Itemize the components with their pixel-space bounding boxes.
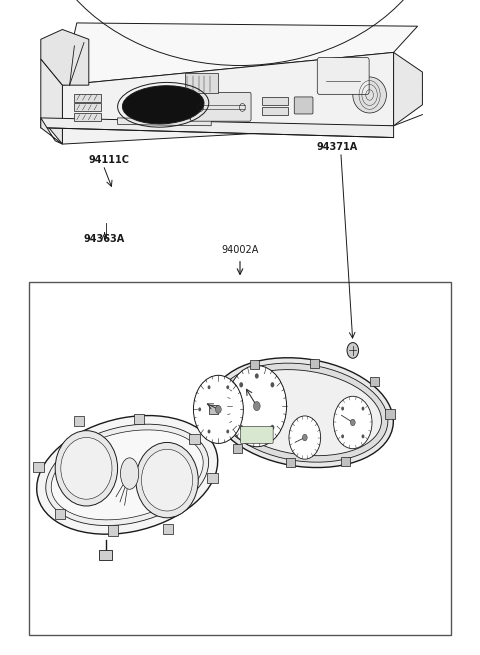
- Circle shape: [302, 434, 307, 441]
- Bar: [250, 360, 259, 369]
- Ellipse shape: [212, 358, 393, 468]
- Ellipse shape: [120, 458, 139, 489]
- Circle shape: [227, 385, 229, 389]
- Circle shape: [207, 385, 211, 389]
- Polygon shape: [41, 59, 62, 144]
- Ellipse shape: [223, 369, 382, 456]
- Bar: [163, 524, 173, 534]
- Circle shape: [289, 416, 321, 459]
- Ellipse shape: [142, 449, 192, 511]
- Bar: [33, 462, 44, 472]
- Circle shape: [361, 407, 364, 411]
- FancyBboxPatch shape: [74, 113, 101, 121]
- FancyBboxPatch shape: [74, 103, 101, 111]
- Text: 94111C: 94111C: [89, 155, 130, 166]
- Bar: [370, 377, 379, 386]
- FancyBboxPatch shape: [74, 94, 101, 102]
- Circle shape: [271, 425, 275, 430]
- Bar: [310, 359, 319, 368]
- Ellipse shape: [55, 431, 118, 506]
- Ellipse shape: [46, 424, 209, 525]
- Circle shape: [255, 373, 259, 379]
- FancyBboxPatch shape: [294, 97, 313, 114]
- Circle shape: [253, 402, 260, 411]
- Circle shape: [347, 343, 359, 358]
- Bar: [29, 282, 451, 635]
- Circle shape: [193, 375, 243, 443]
- Ellipse shape: [51, 430, 203, 520]
- Polygon shape: [41, 118, 394, 138]
- Bar: [207, 473, 218, 483]
- FancyBboxPatch shape: [262, 107, 288, 115]
- Bar: [55, 509, 65, 519]
- Bar: [99, 550, 112, 560]
- Circle shape: [207, 430, 211, 434]
- Bar: [74, 416, 84, 426]
- FancyBboxPatch shape: [317, 58, 369, 94]
- Polygon shape: [62, 23, 418, 85]
- Circle shape: [255, 434, 259, 439]
- Bar: [286, 458, 295, 467]
- Ellipse shape: [136, 443, 198, 517]
- Text: 94002A: 94002A: [221, 245, 259, 255]
- Circle shape: [227, 365, 287, 447]
- Ellipse shape: [61, 438, 112, 499]
- Circle shape: [341, 434, 344, 438]
- Bar: [385, 409, 395, 419]
- Polygon shape: [62, 52, 394, 144]
- Bar: [108, 525, 118, 536]
- Polygon shape: [41, 29, 89, 85]
- Circle shape: [341, 407, 344, 411]
- FancyBboxPatch shape: [240, 426, 273, 443]
- Circle shape: [361, 434, 364, 438]
- Circle shape: [239, 382, 243, 387]
- Bar: [209, 405, 218, 414]
- Text: 94371A: 94371A: [317, 142, 358, 153]
- Polygon shape: [41, 118, 62, 144]
- Ellipse shape: [353, 77, 386, 113]
- Polygon shape: [118, 118, 211, 126]
- Circle shape: [350, 419, 355, 426]
- Circle shape: [239, 425, 243, 430]
- Bar: [189, 434, 200, 444]
- Circle shape: [227, 430, 229, 434]
- Ellipse shape: [217, 363, 388, 462]
- Ellipse shape: [36, 415, 218, 534]
- FancyBboxPatch shape: [185, 73, 218, 93]
- Bar: [134, 414, 144, 424]
- Text: 94363A: 94363A: [84, 234, 125, 244]
- Circle shape: [271, 382, 275, 387]
- FancyBboxPatch shape: [191, 92, 251, 121]
- Circle shape: [334, 396, 372, 449]
- Polygon shape: [394, 52, 422, 126]
- Bar: [233, 444, 242, 453]
- Bar: [341, 457, 350, 466]
- FancyBboxPatch shape: [262, 97, 288, 105]
- Circle shape: [198, 407, 201, 411]
- Ellipse shape: [122, 86, 204, 124]
- Circle shape: [216, 405, 221, 413]
